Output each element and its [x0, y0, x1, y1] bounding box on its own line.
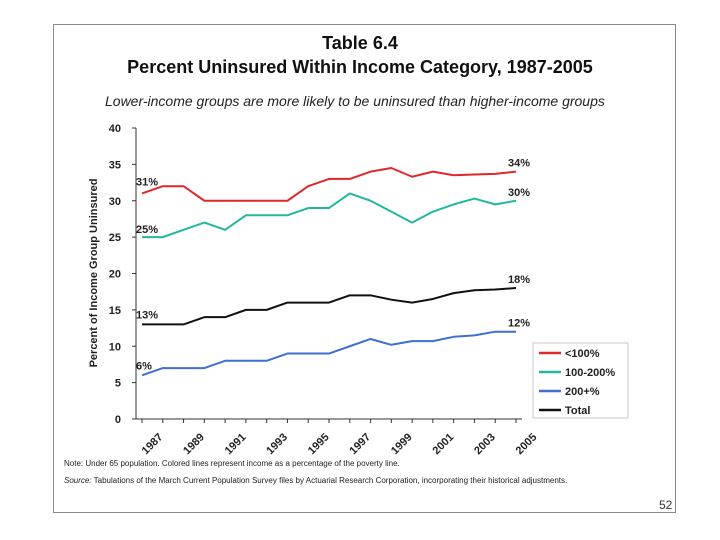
legend-label: Total [565, 405, 590, 417]
y-tick-label: 25 [109, 232, 121, 244]
legend-label: <100% [565, 348, 600, 360]
series-line-200 [141, 330, 516, 377]
series-labels: 31% 34% 25% 30% 6% 12% 13% 18% [136, 158, 530, 373]
source-label: Source: [64, 476, 92, 485]
x-tick-label: 2003 [472, 431, 498, 457]
x-tick-label: 2005 [514, 431, 540, 457]
y-axis: 0 5 10 15 20 25 30 35 40 [109, 123, 137, 426]
y-axis-title: Percent of Income Group Uninsured [88, 179, 100, 368]
legend-box [532, 342, 629, 419]
series-start-label: 6% [136, 360, 152, 372]
source-text: Tabulations of the March Current Populat… [93, 476, 568, 485]
x-tick-label: 1993 [264, 431, 290, 457]
y-tick-label: 15 [109, 305, 121, 317]
series-line-100 [141, 167, 517, 202]
chart-title: Percent Uninsured Within Income Category… [127, 57, 593, 77]
series-start-label: 13% [136, 309, 158, 321]
y-tick-label: 20 [109, 269, 121, 281]
series-lines [141, 167, 517, 377]
y-tick-label: 30 [109, 196, 121, 208]
x-tick-label: 1987 [140, 431, 166, 457]
series-end-label: 30% [508, 187, 530, 199]
chart-note: Note: Under 65 population. Colored lines… [64, 459, 400, 468]
x-axis: 1987 1989 1991 1993 1995 1997 1999 2001 2003 2005 [136, 418, 540, 457]
table-number-title: Table 6.4 [322, 33, 398, 53]
series-end-label: 12% [508, 318, 530, 330]
series-end-label: 34% [508, 158, 530, 170]
chart-source: Source: Tabulations of the March Current… [64, 476, 604, 486]
series-end-label: 18% [508, 274, 530, 286]
chart-subtitle: Lower-income groups are more likely to b… [105, 93, 605, 109]
legend-label: 200+% [565, 386, 600, 398]
x-tick-label: 1995 [306, 431, 332, 457]
legend-label: 100-200% [565, 367, 615, 379]
page-number: 52 [659, 498, 673, 512]
y-tick-label: 40 [109, 123, 121, 135]
series-start-label: 31% [136, 176, 158, 188]
y-tick-label: 35 [109, 159, 121, 171]
series-line-100-200 [142, 192, 517, 239]
series-start-label: 25% [136, 224, 158, 236]
x-tick-label: 1999 [389, 431, 415, 457]
x-tick-label: 1997 [347, 431, 373, 457]
y-tick-label: 0 [115, 414, 121, 426]
x-tick-label: 1989 [181, 431, 207, 457]
legend: <100% 100-200% 200+% Total [532, 342, 629, 419]
y-tick-label: 5 [115, 378, 121, 390]
x-tick-label: 2001 [431, 431, 457, 457]
slide-frame [53, 24, 676, 513]
plot-background [136, 128, 522, 419]
series-line-total [142, 287, 517, 326]
y-tick-label: 10 [109, 341, 121, 353]
x-tick-label: 1991 [223, 431, 249, 457]
